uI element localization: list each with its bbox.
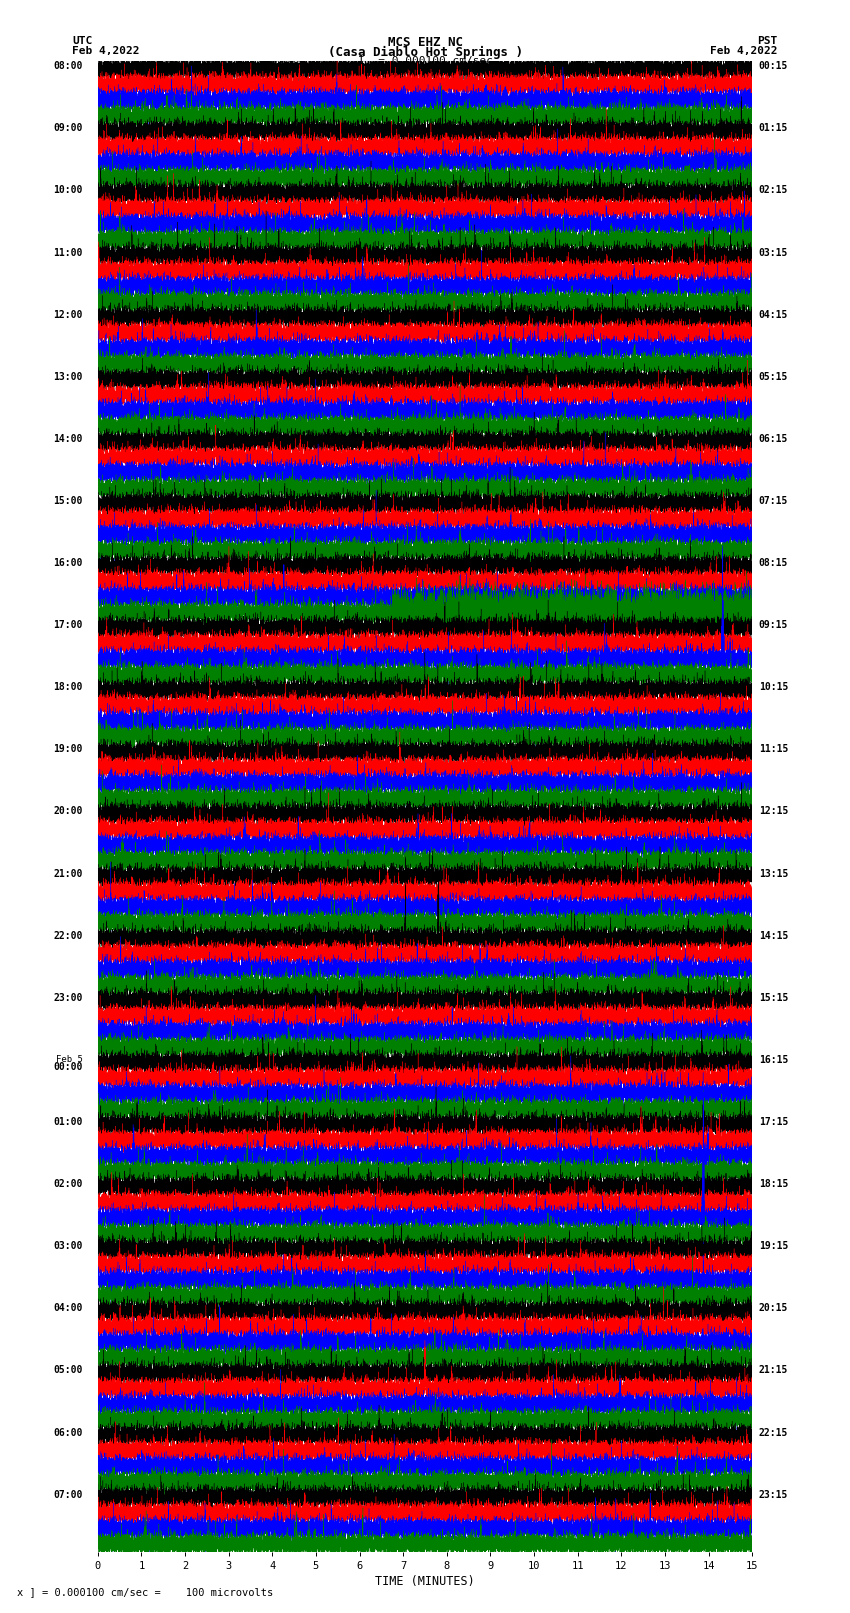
Text: 06:00: 06:00 xyxy=(53,1428,82,1437)
Text: 09:00: 09:00 xyxy=(53,124,82,134)
Text: 09:15: 09:15 xyxy=(759,621,788,631)
Text: 17:00: 17:00 xyxy=(53,621,82,631)
Text: 05:15: 05:15 xyxy=(759,373,788,382)
Text: 04:00: 04:00 xyxy=(53,1303,82,1313)
X-axis label: TIME (MINUTES): TIME (MINUTES) xyxy=(375,1574,475,1587)
Text: 23:00: 23:00 xyxy=(53,994,82,1003)
Text: 06:15: 06:15 xyxy=(759,434,788,444)
Text: 19:15: 19:15 xyxy=(759,1242,788,1252)
Text: 00:15: 00:15 xyxy=(759,61,788,71)
Text: (Casa Diablo Hot Springs ): (Casa Diablo Hot Springs ) xyxy=(327,45,523,60)
Text: 23:15: 23:15 xyxy=(759,1490,788,1500)
Text: 05:00: 05:00 xyxy=(53,1365,82,1376)
Text: 18:15: 18:15 xyxy=(759,1179,788,1189)
Text: 04:15: 04:15 xyxy=(759,310,788,319)
Text: 03:15: 03:15 xyxy=(759,248,788,258)
Text: 11:15: 11:15 xyxy=(759,745,788,755)
Text: PST: PST xyxy=(757,37,778,47)
Text: 10:00: 10:00 xyxy=(53,185,82,195)
Text: 12:15: 12:15 xyxy=(759,806,788,816)
Text: Feb 5: Feb 5 xyxy=(55,1055,82,1065)
Text: 02:15: 02:15 xyxy=(759,185,788,195)
Text: 01:00: 01:00 xyxy=(53,1118,82,1127)
Text: Feb 4,2022: Feb 4,2022 xyxy=(72,45,139,56)
Text: 11:00: 11:00 xyxy=(53,248,82,258)
Text: 12:00: 12:00 xyxy=(53,310,82,319)
Text: 20:15: 20:15 xyxy=(759,1303,788,1313)
Text: 03:00: 03:00 xyxy=(53,1242,82,1252)
Text: 08:15: 08:15 xyxy=(759,558,788,568)
Text: 13:00: 13:00 xyxy=(53,373,82,382)
Text: UTC: UTC xyxy=(72,37,93,47)
Text: 14:15: 14:15 xyxy=(759,931,788,940)
Text: 20:00: 20:00 xyxy=(53,806,82,816)
Text: 07:00: 07:00 xyxy=(53,1490,82,1500)
Text: 16:15: 16:15 xyxy=(759,1055,788,1065)
Text: 18:00: 18:00 xyxy=(53,682,82,692)
Text: 15:00: 15:00 xyxy=(53,497,82,506)
Text: 01:15: 01:15 xyxy=(759,124,788,134)
Text: 07:15: 07:15 xyxy=(759,497,788,506)
Text: 15:15: 15:15 xyxy=(759,994,788,1003)
Text: Feb 4,2022: Feb 4,2022 xyxy=(711,45,778,56)
Text: 21:15: 21:15 xyxy=(759,1365,788,1376)
Text: 08:00: 08:00 xyxy=(53,61,82,71)
Text: 22:00: 22:00 xyxy=(53,931,82,940)
Text: 10:15: 10:15 xyxy=(759,682,788,692)
Text: x ] = 0.000100 cm/sec =    100 microvolts: x ] = 0.000100 cm/sec = 100 microvolts xyxy=(17,1587,273,1597)
Text: 02:00: 02:00 xyxy=(53,1179,82,1189)
Text: 17:15: 17:15 xyxy=(759,1118,788,1127)
Text: 13:15: 13:15 xyxy=(759,868,788,879)
Text: I  = 0.000100 cm/sec: I = 0.000100 cm/sec xyxy=(358,56,492,66)
Text: 19:00: 19:00 xyxy=(53,745,82,755)
Text: 21:00: 21:00 xyxy=(53,868,82,879)
Text: 16:00: 16:00 xyxy=(53,558,82,568)
Text: MCS EHZ NC: MCS EHZ NC xyxy=(388,37,462,50)
Text: 14:00: 14:00 xyxy=(53,434,82,444)
Text: 00:00: 00:00 xyxy=(53,1063,82,1073)
Text: 22:15: 22:15 xyxy=(759,1428,788,1437)
